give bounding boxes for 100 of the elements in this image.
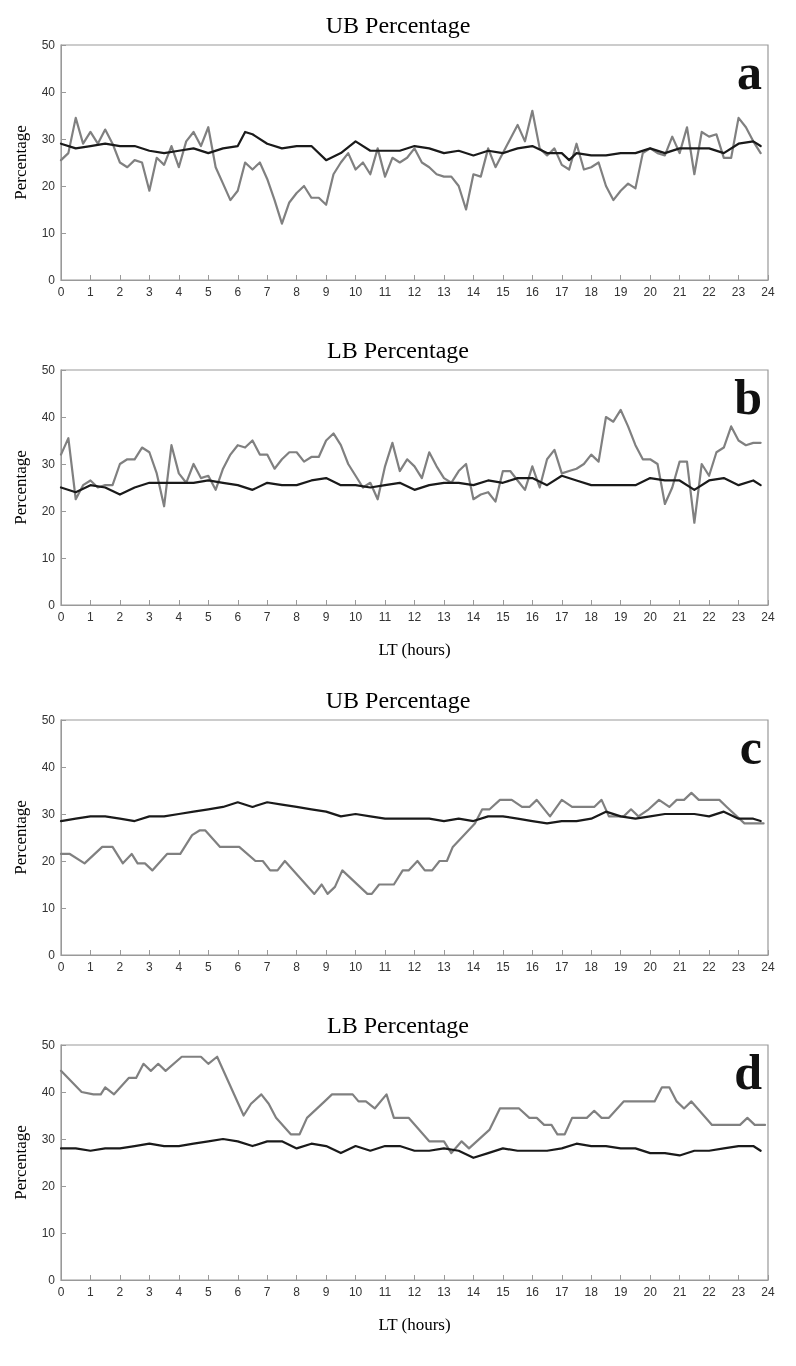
x-tick-label: 23 [731, 610, 746, 624]
y-tick-label: 0 [48, 948, 56, 962]
x-tick-label: 6 [234, 1285, 242, 1299]
x-tick-label: 17 [555, 1285, 569, 1299]
y-tick-label: 0 [48, 598, 56, 612]
chart-title: UB Percentage [325, 12, 471, 38]
x-tick-label: 18 [584, 1285, 599, 1299]
y-tick-label: 30 [41, 132, 56, 146]
x-tick-label: 16 [525, 285, 540, 299]
x-tick-label: 2 [116, 960, 124, 974]
y-tick-label: 20 [41, 1179, 56, 1193]
x-tick-label: 11 [378, 960, 392, 974]
x-tick-label: 6 [234, 610, 242, 624]
y-tick-label: 30 [41, 807, 56, 821]
x-tick-label: 9 [322, 960, 330, 974]
y-tick-label: 0 [48, 273, 56, 287]
x-tick-label: 15 [496, 285, 510, 299]
x-tick-label: 12 [407, 610, 422, 624]
x-tick-label: 19 [614, 610, 628, 624]
x-tick-label: 21 [672, 610, 687, 624]
x-tick-label: 22 [702, 285, 717, 299]
x-tick-label: 20 [643, 960, 658, 974]
y-tick-label: 30 [41, 457, 56, 471]
x-tick-label: 8 [293, 1285, 301, 1299]
x-tick-label: 22 [702, 1285, 717, 1299]
x-tick-label: 20 [643, 610, 658, 624]
chart-title: UB Percentage [325, 687, 471, 713]
line-series [59, 1055, 767, 1155]
x-tick-label: 9 [322, 1285, 330, 1299]
x-tick-label: 13 [437, 285, 451, 299]
y-tick-label: 40 [41, 760, 56, 774]
y-tick-label: 40 [41, 410, 56, 424]
x-axis-title: LT (hours) [378, 640, 451, 659]
y-tick-label: 20 [41, 854, 56, 868]
x-tick-label: 16 [525, 960, 540, 974]
x-tick-label: 3 [146, 960, 154, 974]
chart-title: LB Percentage [327, 1012, 469, 1038]
y-tick-label: 20 [41, 504, 56, 518]
x-tick-label: 23 [731, 285, 746, 299]
x-tick-label: 3 [146, 285, 154, 299]
x-tick-label: 24 [761, 285, 775, 299]
x-tick-label: 11 [378, 610, 392, 624]
x-tick-label: 10 [348, 1285, 363, 1299]
y-tick-label: 10 [41, 1226, 56, 1240]
line-series [59, 1137, 762, 1159]
x-tick-label: 14 [466, 285, 481, 299]
x-tick-label: 21 [672, 1285, 687, 1299]
y-axis-title: Percentage [11, 1125, 30, 1200]
x-tick-label: 2 [116, 610, 124, 624]
x-tick-label: 24 [761, 1285, 775, 1299]
x-axis-title: LT (hours) [378, 1315, 451, 1334]
chart-title: LB Percentage [327, 337, 469, 363]
x-tick-label: 18 [584, 960, 599, 974]
x-tick-label: 7 [263, 610, 271, 624]
x-tick-label: 7 [263, 285, 271, 299]
x-tick-label: 9 [322, 285, 330, 299]
line-series [59, 109, 762, 225]
x-tick-label: 19 [614, 960, 628, 974]
x-tick-label: 1 [87, 1285, 95, 1299]
x-tick-label: 12 [407, 1285, 422, 1299]
y-axis-title: Percentage [11, 125, 30, 200]
x-tick-label: 2 [116, 1285, 124, 1299]
y-tick-label: 10 [41, 226, 56, 240]
y-tick-label: 50 [41, 713, 56, 727]
x-tick-label: 0 [57, 285, 65, 299]
x-tick-label: 2 [116, 285, 124, 299]
annotation: d [734, 1044, 763, 1100]
x-tick-label: 9 [322, 610, 330, 624]
x-tick-label: 24 [761, 960, 775, 974]
x-tick-label: 10 [348, 960, 363, 974]
x-tick-label: 10 [348, 285, 363, 299]
x-tick-label: 10 [348, 610, 363, 624]
x-tick-label: 23 [731, 1285, 746, 1299]
x-tick-label: 4 [175, 1285, 183, 1299]
y-tick-label: 10 [41, 901, 56, 915]
x-tick-label: 14 [466, 610, 481, 624]
annotation: a [737, 44, 762, 100]
x-tick-label: 3 [146, 610, 154, 624]
x-tick-label: 7 [263, 960, 271, 974]
x-tick-label: 8 [293, 960, 301, 974]
x-tick-label: 21 [672, 960, 687, 974]
x-tick-label: 19 [614, 1285, 628, 1299]
x-tick-label: 4 [175, 960, 183, 974]
y-tick-label: 10 [41, 551, 56, 565]
x-tick-label: 16 [525, 610, 540, 624]
x-tick-label: 4 [175, 610, 183, 624]
line-series [59, 791, 765, 895]
line-series [59, 801, 762, 825]
annotation: b [734, 369, 762, 425]
x-tick-label: 12 [407, 960, 422, 974]
x-tick-label: 5 [204, 1285, 212, 1299]
x-tick-label: 17 [555, 285, 569, 299]
x-tick-label: 5 [204, 285, 212, 299]
x-tick-label: 7 [263, 1285, 271, 1299]
x-tick-label: 15 [496, 610, 510, 624]
x-tick-label: 15 [496, 1285, 510, 1299]
y-tick-label: 40 [41, 85, 56, 99]
x-tick-label: 4 [175, 285, 183, 299]
x-tick-label: 1 [87, 285, 95, 299]
x-tick-label: 18 [584, 610, 599, 624]
